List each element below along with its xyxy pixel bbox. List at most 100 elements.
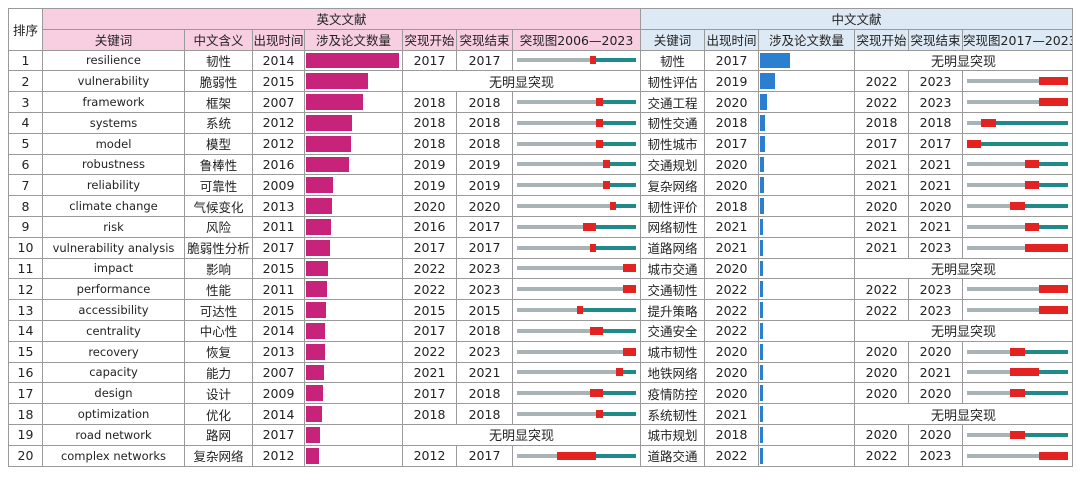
burst-inactive-line (967, 287, 1040, 292)
cn-keyword-cell: 疫情防控 (640, 382, 706, 405)
en-meaning-cell: 能力 (184, 361, 253, 384)
cn-year-cell: 2017 (704, 132, 760, 155)
en-start-cell: 2017 (402, 382, 457, 405)
burst-active-line (596, 141, 636, 146)
burst-period-mark (609, 202, 617, 211)
table-row: 5 model 模型 2012 2018 2018 韧性城市 2017 2017 2017 (8, 132, 1074, 155)
burst-inactive-line (967, 391, 1011, 396)
cn-burst-header: 突现图2017—2023 (962, 28, 1074, 51)
en-papers-cell (304, 174, 403, 197)
en-papers-cell (304, 299, 403, 321)
cn-start-cell: 2017 (854, 132, 910, 155)
en-start-cell: 2012 (402, 444, 457, 467)
table-row: 20 complex networks 复杂网络 2012 2012 2017 道路交通 20… (8, 444, 1074, 467)
burst-active-line (981, 120, 1069, 125)
cn-papers-bar (760, 406, 764, 422)
en-keyword-cell: risk (42, 215, 185, 238)
en-burst-graph (511, 319, 642, 342)
burst-inactive-line (517, 287, 623, 292)
en-end-cell: 2018 (456, 91, 513, 113)
en-papers-cell (304, 132, 403, 155)
en-papers-bar (306, 406, 323, 422)
cn-end-cell: 2018 (908, 111, 964, 134)
burst-inactive-line (967, 183, 1025, 188)
cn-start-cell: 2021 (854, 215, 910, 238)
en-burst-graph (511, 195, 642, 217)
cn-burst-graph (962, 153, 1074, 176)
cn-papers-cell (758, 299, 856, 321)
en-papers-cell (304, 423, 403, 446)
cn-year-cell: 2022 (704, 319, 760, 342)
en-start-cell: 2022 (402, 278, 457, 301)
cn-papers-cell (758, 91, 856, 113)
cn-year-cell: 2020 (704, 174, 760, 197)
burst-active-line (589, 245, 636, 250)
en-end-cell: 2018 (456, 382, 513, 405)
cn-start-cell: 2022 (854, 278, 910, 301)
en-end-cell: 2018 (456, 319, 513, 342)
en-year-cell: 2012 (252, 132, 305, 155)
cn-start-cell: 2018 (854, 111, 910, 134)
burst-period-mark (1024, 222, 1040, 231)
burst-active-line (967, 141, 1069, 146)
table-row: 17 design 设计 2009 2017 2018 疫情防控 2020 2020 2020 (8, 382, 1074, 405)
chinese-group-header: 中文文献 (640, 8, 1074, 30)
burst-inactive-line (517, 391, 590, 396)
burst-inactive-line (517, 370, 617, 375)
cn-papers-bar (760, 322, 764, 339)
cn-start-cell: 2022 (854, 444, 910, 467)
en-meaning-cell: 脆弱性分析 (184, 236, 253, 259)
rank-cell: 7 (8, 174, 43, 197)
en-end-cell: 2018 (456, 403, 513, 425)
burst-active-line (556, 453, 636, 458)
table-row: 6 robustness 鲁棒性 2016 2019 2019 交通规划 2020 2021 20… (8, 153, 1074, 176)
burst-active-line (616, 370, 636, 375)
cn-start-cell: 2022 (854, 299, 910, 321)
en-year-cell: 2011 (252, 278, 305, 301)
cn-keyword-cell: 城市韧性 (640, 340, 706, 363)
en-burst-header: 突现图2006—2023 (511, 28, 642, 51)
burst-period-mark (967, 139, 982, 148)
cn-keyword-cell: 韧性评价 (640, 195, 706, 217)
cn-end-cell: 2020 (908, 340, 964, 363)
burst-inactive-line (517, 58, 590, 63)
en-meaning-cell: 模型 (184, 132, 253, 155)
en-papers-cell (304, 382, 403, 405)
en-year-cell: 2017 (252, 236, 305, 259)
cn-papers-cell (758, 132, 856, 155)
en-meaning-cell: 设计 (184, 382, 253, 405)
cn-start-cell: 2021 (854, 174, 910, 197)
en-papers-bar (306, 302, 326, 318)
burst-inactive-line (517, 183, 603, 188)
table-row: 11 impact 影响 2015 2022 2023 城市交通 2020 无明显突现 (8, 257, 1074, 280)
rank-cell: 13 (8, 299, 43, 321)
burst-period-mark (981, 118, 996, 127)
cn-start-cell: 2020 (854, 382, 910, 405)
en-meaning-cell: 可达性 (184, 299, 253, 321)
cn-year-cell: 2021 (704, 403, 760, 425)
en-start-cell: 2019 (402, 153, 457, 176)
burst-active-line (589, 328, 636, 333)
cn-year-header: 出现时间 (704, 28, 760, 51)
cn-end-cell: 2023 (908, 91, 964, 113)
en-papers-bar (306, 177, 334, 194)
en-year-cell: 2016 (252, 153, 305, 176)
rank-cell: 12 (8, 278, 43, 301)
cn-year-cell: 2020 (704, 382, 760, 405)
cn-end-cell: 2020 (908, 423, 964, 446)
cn-papers-bar (760, 364, 764, 381)
en-burst-graph (511, 153, 642, 176)
burst-inactive-line (517, 412, 597, 417)
burst-active-line (596, 120, 636, 125)
cn-papers-cell (758, 49, 856, 72)
en-start-cell: 2018 (402, 111, 457, 134)
cn-papers-bar (760, 135, 765, 152)
cn-papers-cell (758, 70, 856, 93)
cn-year-cell: 2022 (704, 444, 760, 467)
cn-burst-graph (962, 382, 1074, 405)
en-burst-graph (511, 361, 642, 384)
burst-inactive-line (517, 141, 597, 146)
en-end-cell: 2020 (456, 195, 513, 217)
burst-inactive-line (967, 79, 1040, 84)
en-year-cell: 2012 (252, 444, 305, 467)
